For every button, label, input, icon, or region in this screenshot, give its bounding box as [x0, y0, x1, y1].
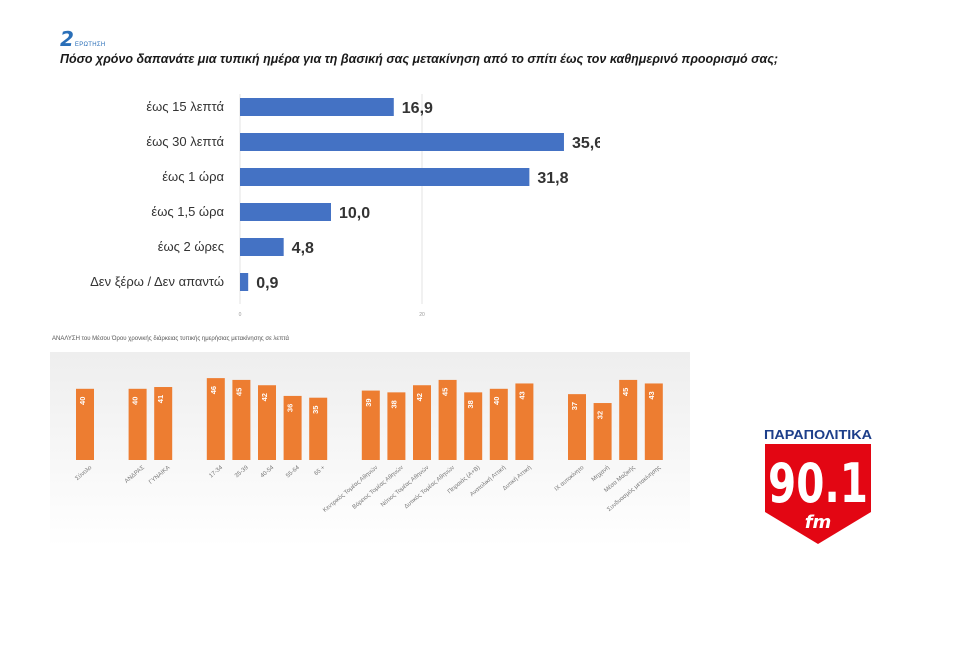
- category-label: έως 15 λεπτά: [146, 99, 224, 114]
- question-number: 2: [60, 27, 74, 51]
- value-label: 10,0: [339, 205, 370, 222]
- question-word: ΕΡΩΤΗΣΗ: [74, 42, 106, 48]
- column-value: 45: [441, 388, 450, 396]
- column-value: 43: [647, 391, 656, 399]
- x-tick-label: 20: [419, 312, 425, 318]
- column: [76, 388, 94, 460]
- value-label: 0,9: [256, 275, 278, 292]
- value-label: 4,8: [292, 240, 314, 257]
- column: [258, 385, 276, 460]
- bar: [240, 238, 284, 256]
- column: [593, 403, 612, 460]
- column-value: 40: [492, 397, 501, 405]
- logo-top-text: ΠΑΡΑΠΟΛΙΤΙΚΑ: [764, 428, 872, 442]
- bar: [240, 203, 331, 221]
- column: [619, 379, 638, 460]
- column: [309, 397, 328, 460]
- column: [154, 387, 173, 460]
- column-value: 42: [415, 393, 424, 401]
- column: [232, 379, 251, 460]
- logo-fm-text: fm: [805, 512, 832, 533]
- column: [489, 388, 508, 460]
- column: [464, 392, 483, 460]
- column: [206, 378, 225, 460]
- bar: [240, 273, 249, 291]
- column-value: 37: [570, 402, 579, 410]
- question-title: Πόσο χρόνο δαπανάτε μια τυπική ημέρα για…: [60, 52, 779, 66]
- column: [361, 390, 380, 460]
- value-label: 16,9: [402, 100, 433, 117]
- category-label: έως 30 λεπτά: [146, 134, 224, 149]
- column: [413, 385, 431, 460]
- x-tick-label: 0: [239, 312, 242, 318]
- bar: [240, 168, 530, 186]
- value-label: 31,8: [537, 170, 568, 187]
- column: [568, 394, 586, 460]
- category-label: έως 2 ώρες: [158, 239, 224, 254]
- column-value: 39: [364, 398, 373, 406]
- column-value: 43: [517, 391, 526, 399]
- value-label: 35,6: [572, 135, 600, 152]
- column-value: 45: [234, 388, 243, 396]
- column-value: 32: [596, 411, 605, 419]
- column: [644, 383, 663, 460]
- column: [387, 392, 406, 460]
- column-value: 40: [78, 397, 87, 405]
- logo-shield: [765, 444, 871, 544]
- column-value: 41: [156, 395, 165, 403]
- category-label: έως 1 ώρα: [162, 169, 224, 184]
- bar: [240, 98, 394, 116]
- column-value: 38: [466, 400, 475, 408]
- category-label: Δεν ξέρω / Δεν απαντώ: [90, 274, 224, 289]
- column-value: 35: [311, 406, 320, 414]
- analysis-column-chart: 40Σύνολο40ΑΝΔΡΑΣ41ΓΥΝΑΙΚΑ4617-344535-394…: [50, 352, 690, 547]
- analysis-caption: ΑΝΑΛΥΣΗ του Μέσου Όρου χρονικής διάρκεια…: [52, 336, 289, 342]
- column-value: 45: [621, 388, 630, 396]
- column-value: 40: [131, 397, 140, 405]
- column-value: 36: [286, 404, 295, 412]
- column: [438, 379, 457, 460]
- logo-main-text: 90.1: [768, 452, 868, 515]
- column: [515, 383, 534, 460]
- column-value: 42: [260, 393, 269, 401]
- column: [283, 395, 302, 460]
- category-label: έως 1,5 ώρα: [151, 204, 224, 219]
- radio-logo: ΠΑΡΑΠΟΛΙΤΙΚΑ 90.1 fm: [764, 428, 872, 544]
- question-badge: 2 ΕΡΩΤΗΣΗ: [60, 27, 106, 51]
- column-value: 46: [209, 386, 218, 394]
- column-value: 38: [389, 400, 398, 408]
- bar: [240, 133, 564, 151]
- column: [128, 388, 147, 460]
